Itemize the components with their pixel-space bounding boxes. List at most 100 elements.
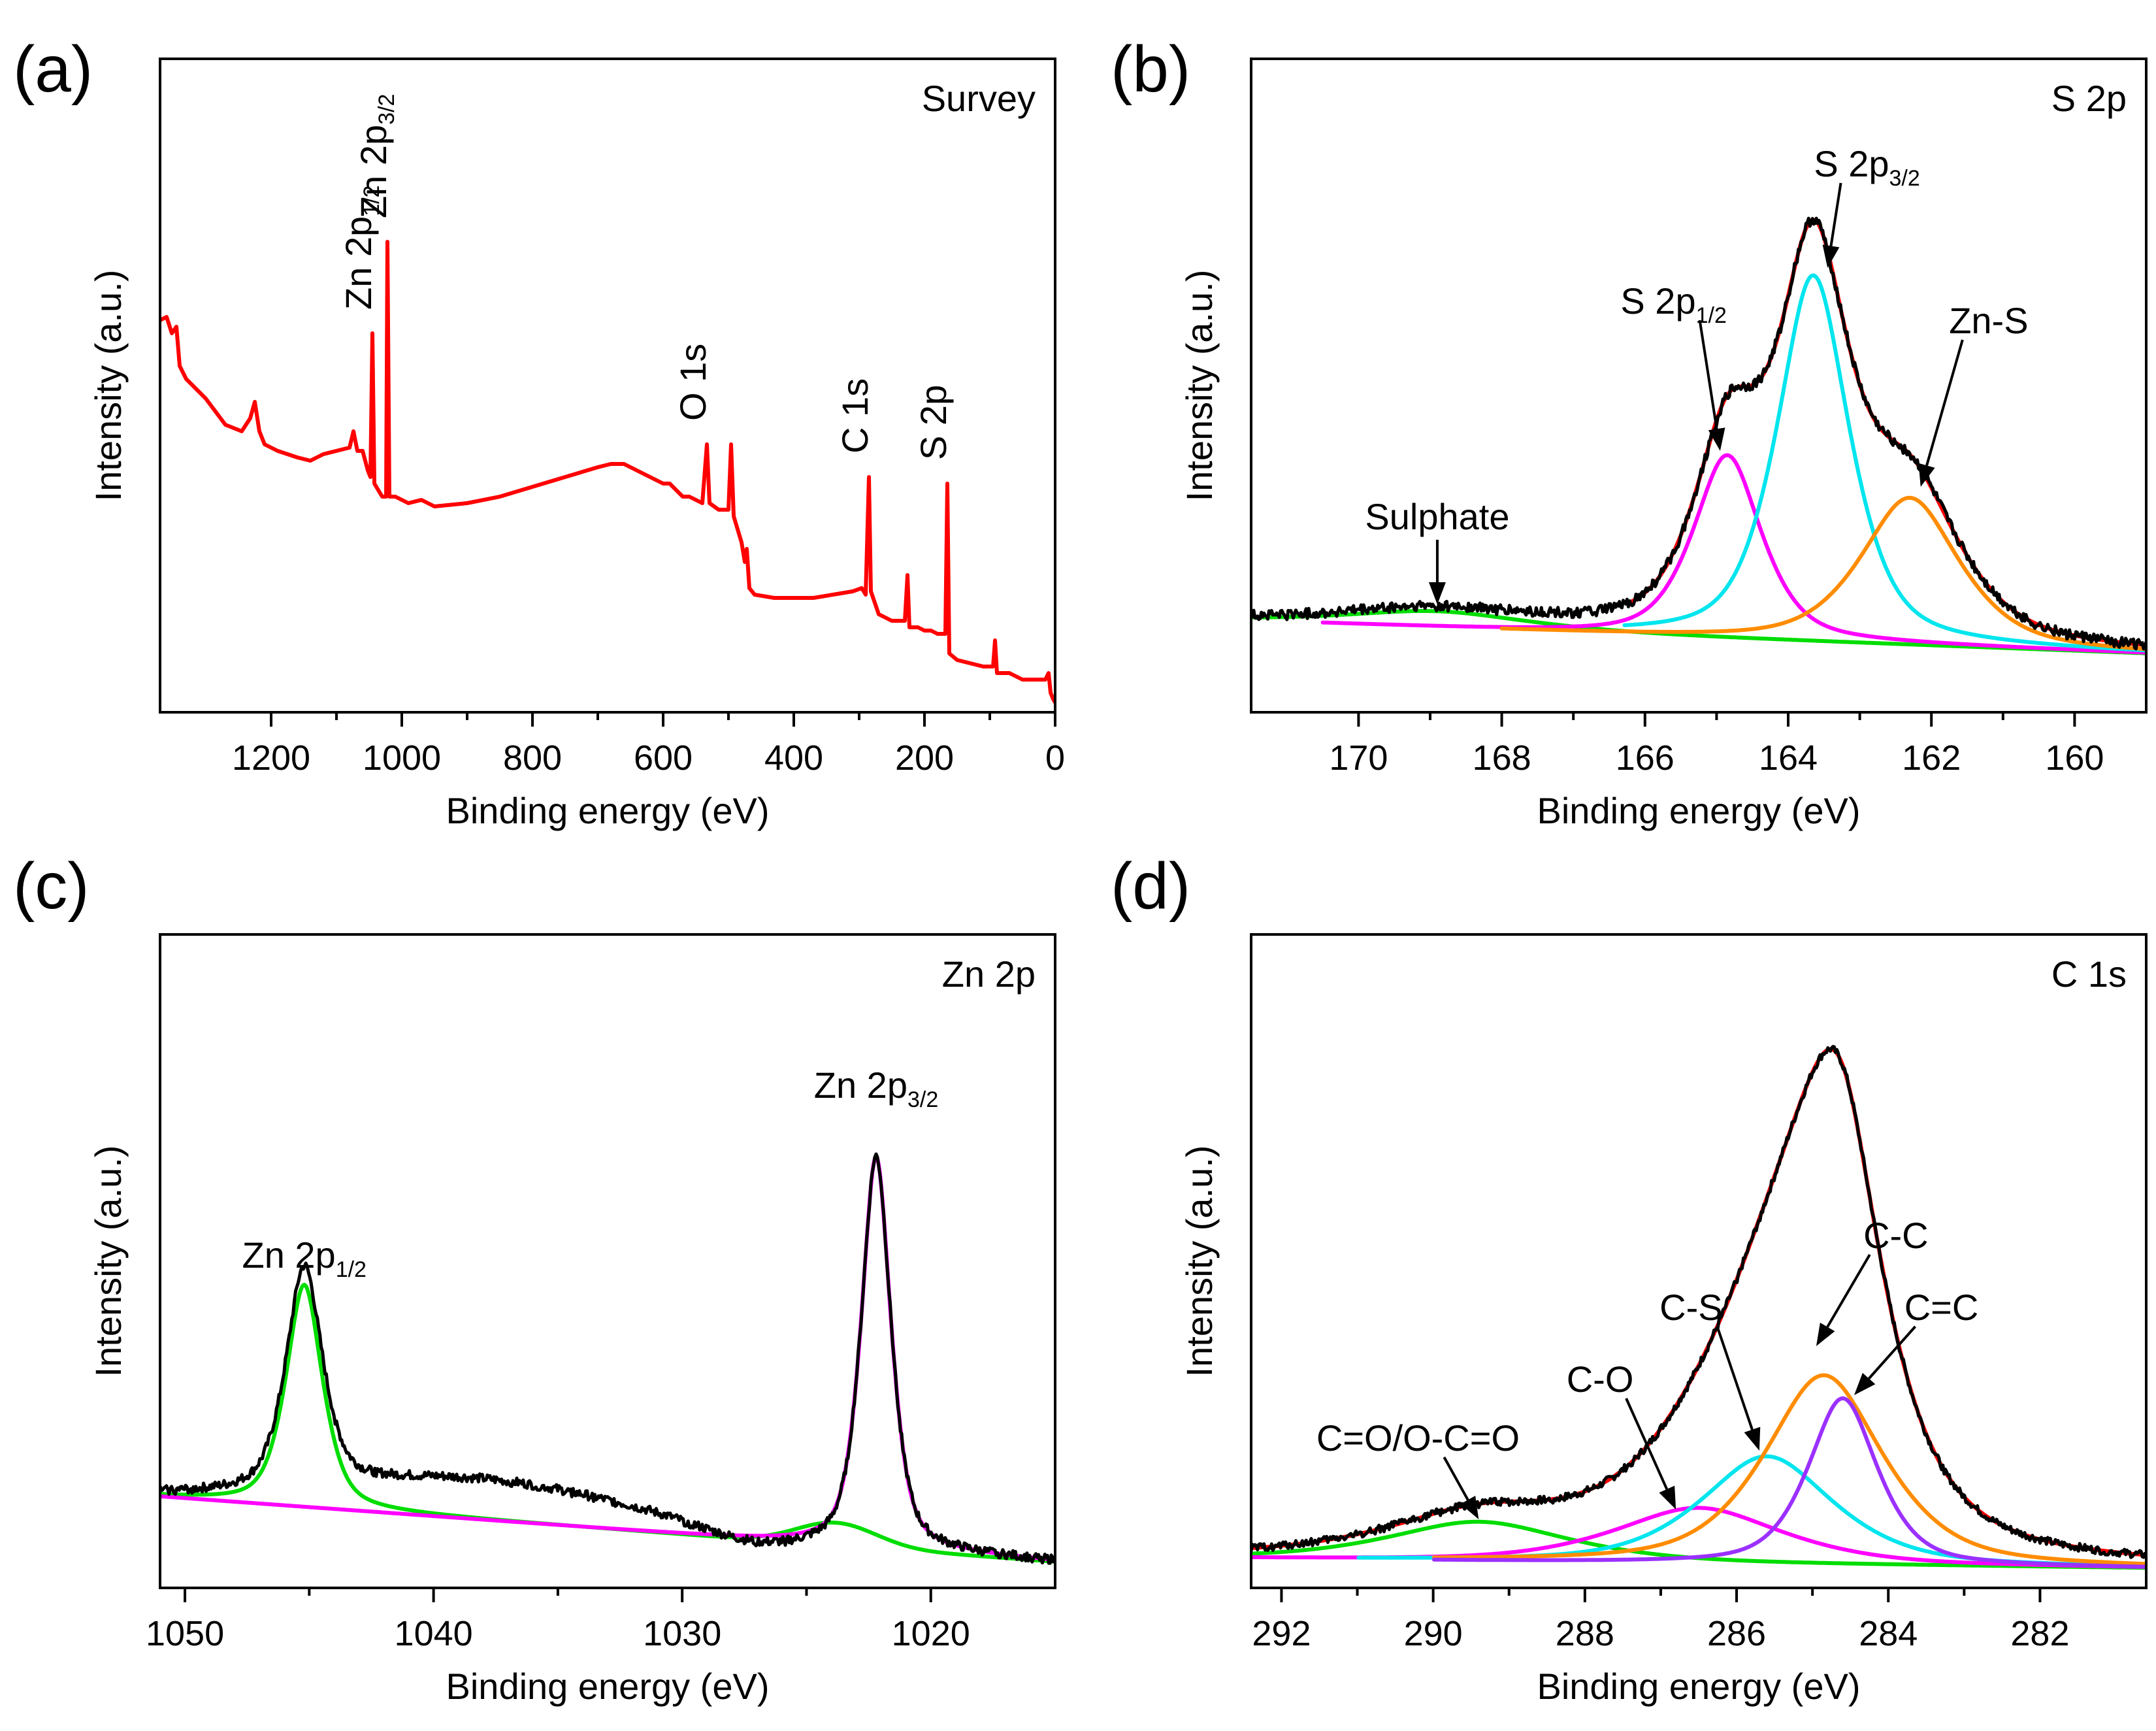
panel-label: (d)	[1111, 849, 1190, 923]
annotation-c-s: C-S	[1659, 1287, 1761, 1451]
series-zn-s	[1499, 495, 2146, 651]
series-experimental	[1251, 1045, 2146, 1559]
plot-area	[1251, 216, 2146, 655]
annotation-label: C-C	[1863, 1215, 1929, 1256]
annotation-arrow	[1868, 1325, 1917, 1379]
x-tick-label: 800	[503, 738, 562, 778]
x-tick-label: 1020	[892, 1614, 970, 1653]
annotation-label: C-O	[1567, 1359, 1634, 1400]
annotation-zn-2p32: Zn 2p3/2	[353, 94, 399, 218]
panel-title: Zn 2p	[942, 953, 1036, 995]
annotation-arrow	[1443, 1457, 1469, 1501]
annotation-label: C-S	[1659, 1287, 1722, 1328]
annotation-arrow-head	[1854, 1372, 1876, 1395]
annotation-label: C 1s	[834, 378, 875, 453]
x-tick-label: 286	[1707, 1614, 1766, 1653]
annotation-arrow	[1826, 1253, 1871, 1328]
x-tick-label: 290	[1404, 1614, 1463, 1653]
plot-frame	[1250, 933, 2148, 1589]
x-tick-label: 1030	[643, 1614, 721, 1653]
x-tick-label: 400	[764, 738, 823, 778]
annotation-label: Zn 2p3/2	[353, 94, 399, 218]
plot-frame	[1250, 58, 2148, 714]
annotation-zn-s: Zn-S	[1918, 300, 2029, 487]
panel-d: (d) 292 290 288 286 284 282 Binding energy (eV)…	[1111, 849, 2148, 1707]
annotation-arrow-head	[1918, 463, 1935, 487]
annotation-arrow	[1698, 320, 1718, 429]
x-axis-title: Binding energy (eV)	[446, 1666, 770, 1707]
x-tick-label: 166	[1616, 738, 1674, 778]
annotation-c-o-o-c-o: C=O/O-C=O	[1316, 1417, 1520, 1519]
annotation-c-c: C-C	[1816, 1215, 1929, 1346]
x-axis-title: Binding energy (eV)	[1537, 790, 1861, 831]
annotation-zn-2p12: Zn 2p1/2	[338, 186, 384, 310]
annotation-arrow-head	[1708, 427, 1725, 451]
plot-frame	[159, 58, 1056, 714]
x-tick-label: 0	[1045, 738, 1065, 778]
annotation-c-eq-c: C=C	[1854, 1287, 1978, 1395]
annotation-s-2p: S 2p	[913, 385, 954, 460]
x-tick-label: 168	[1473, 738, 1531, 778]
x-tick-label: 164	[1759, 738, 1818, 778]
x-tick-label: 292	[1252, 1614, 1311, 1653]
annotation-arrow-head	[1744, 1426, 1761, 1451]
plot-area	[1251, 1045, 2146, 1570]
series-experimental	[1251, 216, 2146, 651]
panel-title: Survey	[922, 78, 1036, 119]
annotation-label: Zn 2p1/2	[338, 186, 384, 310]
x-tick-label: 284	[1859, 1614, 1918, 1653]
series-c-c	[1431, 1373, 2146, 1566]
x-tick-label: 1040	[395, 1614, 473, 1653]
series-zn-2p3-2	[160, 1155, 1055, 1562]
annotation-label: Zn 2p1/2	[242, 1234, 366, 1282]
annotation-zn-2p12-c: Zn 2p1/2	[242, 1234, 366, 1282]
panel-title: C 1s	[2051, 953, 2127, 995]
annotation-arrow-head	[1816, 1323, 1835, 1346]
y-axis-title: Intensity (a.u.)	[88, 270, 129, 502]
annotation-o-1s: O 1s	[672, 344, 713, 421]
annotation-label: C=C	[1904, 1287, 1979, 1328]
x-tick-label: 600	[634, 738, 693, 778]
x-tick-label: 1200	[232, 738, 310, 778]
annotation-label: Sulphate	[1365, 496, 1509, 537]
x-axis-title: Binding energy (eV)	[446, 790, 770, 831]
panel-a: (a) 1200 1000 800 600 400 200 0 Binding energy (…	[13, 33, 1065, 831]
series-survey	[160, 240, 1055, 704]
x-tick-label: 200	[895, 738, 954, 778]
series-experimental	[160, 1152, 1055, 1565]
annotation-arrow	[1925, 339, 1964, 466]
annotation-label: Zn 2p3/2	[814, 1064, 938, 1112]
plot-area	[160, 1152, 1055, 1565]
y-axis-title: Intensity (a.u.)	[1179, 270, 1220, 502]
y-axis-title: Intensity (a.u.)	[88, 1146, 129, 1377]
plot-area	[160, 240, 1055, 704]
x-tick-label: 160	[2045, 738, 2104, 778]
panel-label: (a)	[13, 33, 93, 106]
annotation-label: C=O/O-C=O	[1316, 1417, 1520, 1459]
x-tick-label: 162	[1902, 738, 1961, 778]
annotation-s2p12: S 2p1/2	[1620, 280, 1727, 451]
y-axis-title: Intensity (a.u.)	[1179, 1146, 1220, 1377]
annotation-arrow	[1829, 182, 1842, 246]
annotation-label: S 2p1/2	[1620, 280, 1726, 328]
x-tick-label: 282	[2010, 1614, 2069, 1653]
annotation-label: Zn-S	[1949, 300, 2028, 341]
annotation-label: S 2p	[913, 385, 954, 460]
series-s-2p3-2	[1622, 273, 2146, 653]
annotation-sulphate: Sulphate	[1365, 496, 1509, 604]
annotation-s2p32: S 2p3/2	[1814, 143, 1920, 268]
panel-label: (b)	[1111, 33, 1190, 106]
panel-c: (c) 1050 1040 1030 1020 Binding energy (eV) In…	[13, 849, 1056, 1707]
x-axis-title: Binding energy (eV)	[1537, 1666, 1861, 1707]
annotation-c-1s: C 1s	[834, 378, 875, 453]
annotation-arrow	[1716, 1326, 1754, 1430]
annotation-arrow-head	[1822, 244, 1840, 268]
plot-frame	[159, 933, 1056, 1589]
annotation-arrow	[1625, 1398, 1669, 1490]
x-tick-label: 170	[1329, 738, 1388, 778]
annotation-arrow-head	[1460, 1495, 1479, 1519]
panel-title: S 2p	[2051, 78, 2127, 119]
annotation-arrow-head	[1659, 1485, 1676, 1509]
annotation-label: S 2p3/2	[1814, 143, 1919, 191]
annotation-c-o: C-O	[1567, 1359, 1676, 1509]
